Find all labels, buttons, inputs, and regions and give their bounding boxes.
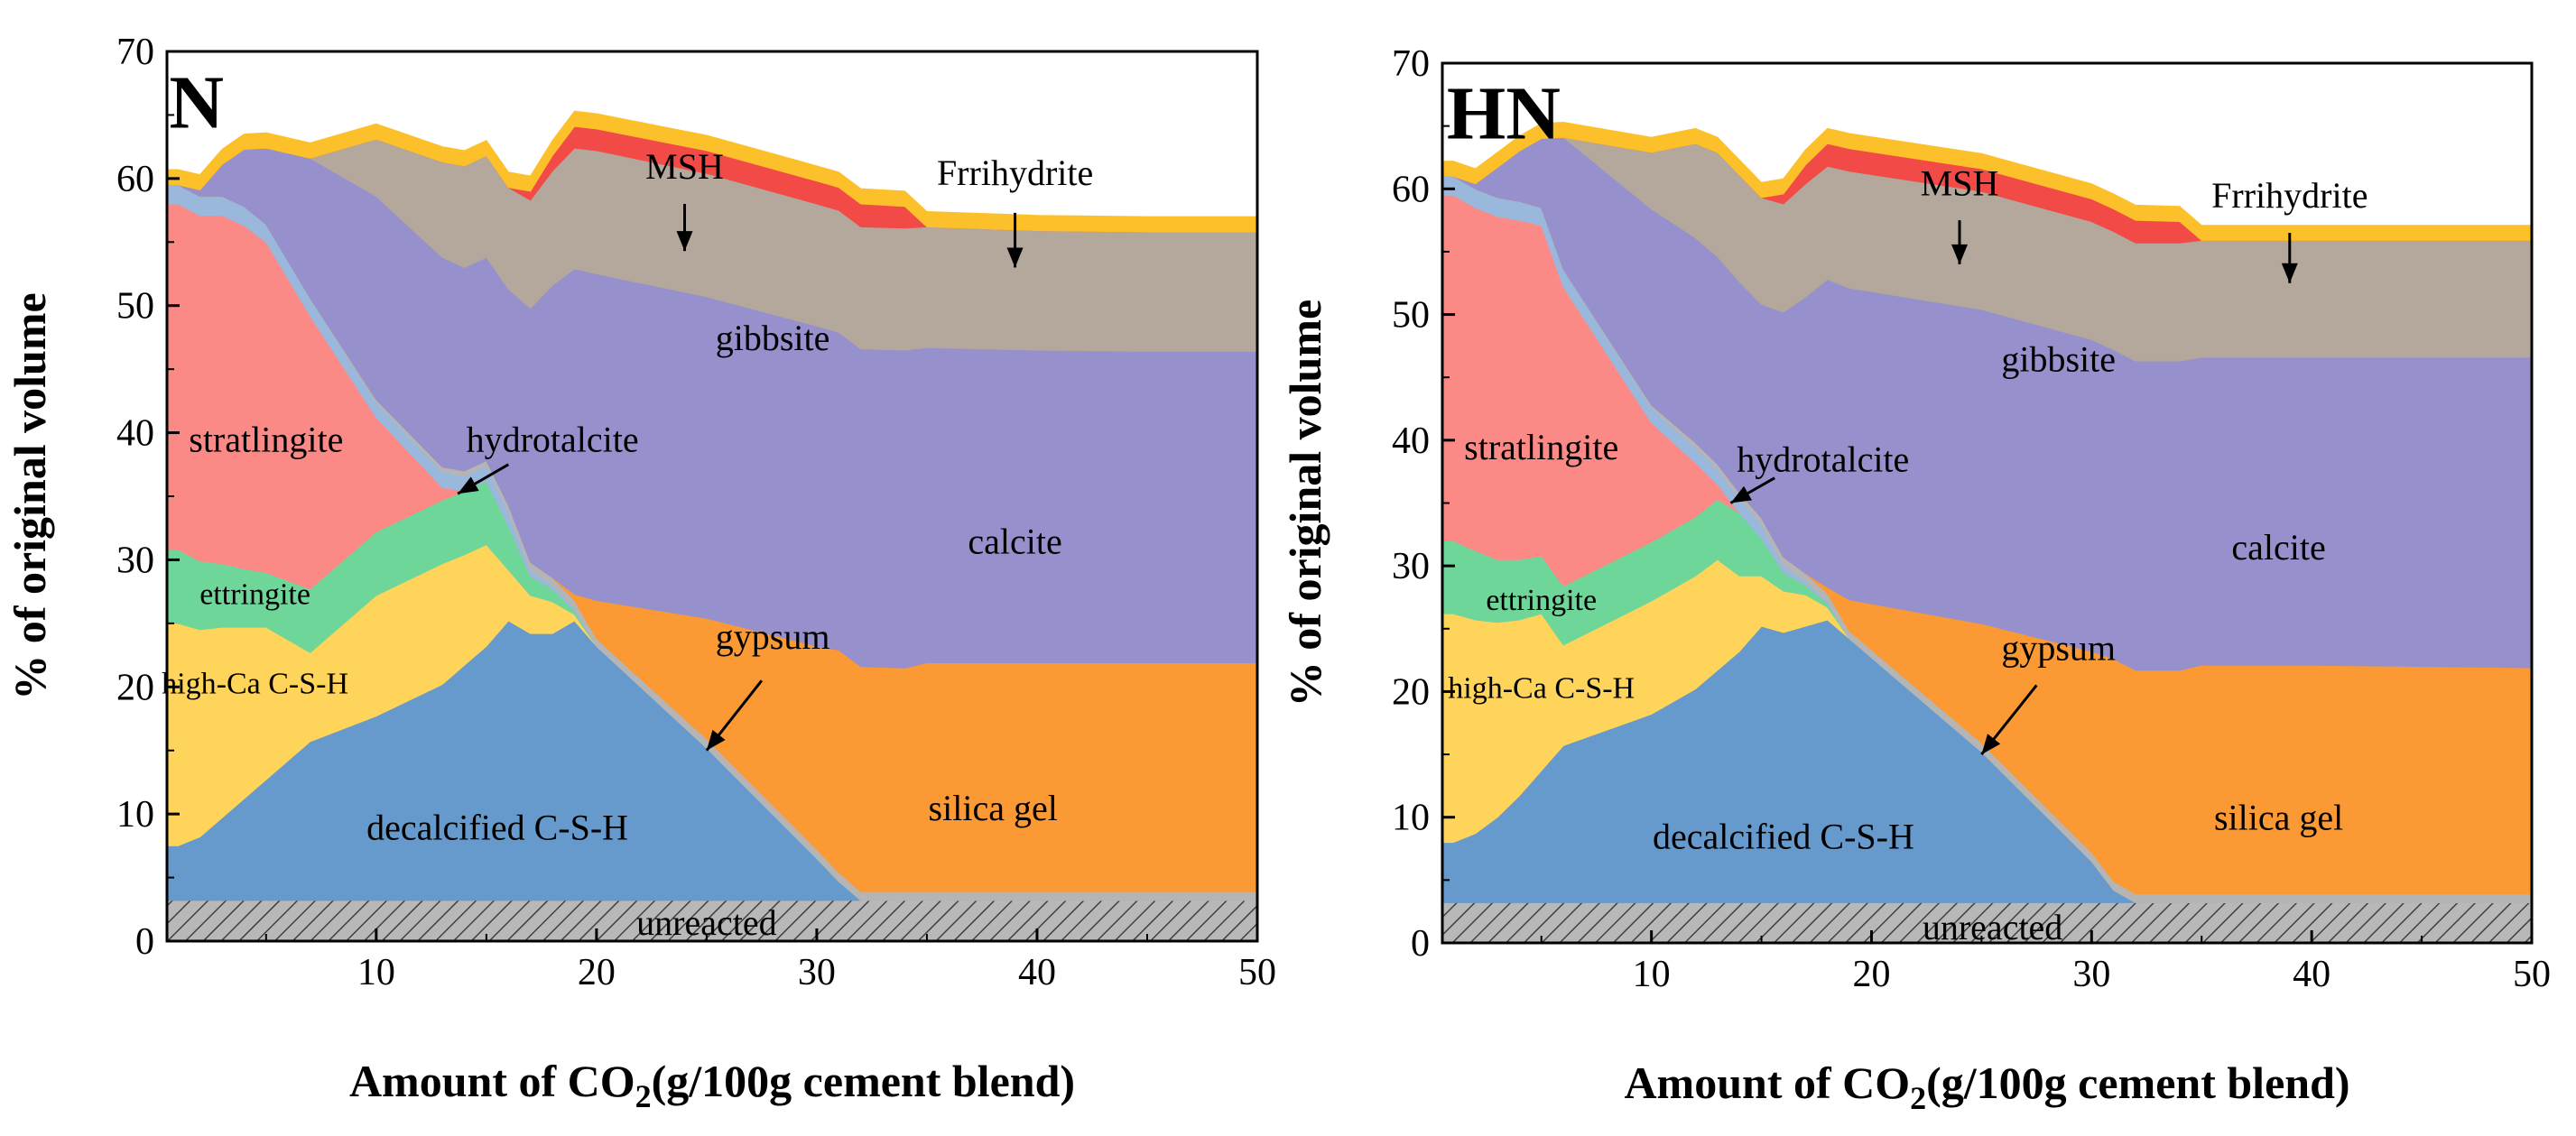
y-axis-label: % of original volume bbox=[1280, 300, 1330, 707]
x-axis-label-subscript: 2 bbox=[1910, 1080, 1926, 1116]
y-tick-label: 10 bbox=[1392, 798, 1430, 839]
x-tick-label: 10 bbox=[1633, 954, 1671, 995]
label-ettringite: ettringite bbox=[199, 578, 310, 612]
label-stratlingite: stratlingite bbox=[189, 420, 343, 460]
y-tick-label: 50 bbox=[1392, 295, 1430, 337]
label-gypsum: gypsum bbox=[2001, 628, 2116, 669]
x-tick-label: 40 bbox=[1018, 952, 1056, 993]
x-tick-label: 20 bbox=[578, 952, 616, 993]
x-axis-label-main: Amount of CO bbox=[349, 1056, 635, 1106]
label-calcite: calcite bbox=[968, 521, 1061, 561]
axes: 0 10 20 30 40 50 60 70 10 20 30 40 50 bbox=[116, 32, 1276, 993]
pointer-arrow bbox=[457, 463, 510, 495]
label-stratlingite: stratlingite bbox=[1464, 427, 1618, 467]
annotations: HN MSH Frrihydrite gibbsite hydrotalcite calc… bbox=[1447, 72, 2368, 947]
x-axis-label-tail: (g/100g cement blend) bbox=[1926, 1057, 2349, 1108]
pointer-arrow bbox=[2281, 233, 2298, 283]
label-frrihydrite: Frrihydrite bbox=[2211, 175, 2368, 216]
pointer-arrow bbox=[1980, 684, 2038, 756]
panel-label: N bbox=[169, 61, 224, 145]
label-hydrotalcite: hydrotalcite bbox=[1737, 439, 1909, 480]
y-axis-label: % of original volume bbox=[5, 292, 55, 699]
label-ettringite: ettringite bbox=[1486, 584, 1597, 617]
y-tick-label: 40 bbox=[1392, 420, 1430, 462]
y-tick-label: 60 bbox=[1392, 169, 1430, 210]
pointer-arrow bbox=[1006, 212, 1024, 268]
label-silica-gel: silica gel bbox=[929, 788, 1058, 828]
chart-panel-n: N MSH Frrihydrite gibbsite hydrotalcite calci… bbox=[5, 32, 1276, 1114]
label-decalcified-c-s-h: decalcified C-S-H bbox=[366, 807, 628, 847]
y-tick-label: 30 bbox=[116, 540, 154, 581]
y-tick-label: 70 bbox=[1392, 43, 1430, 85]
y-tick-label: 0 bbox=[135, 921, 154, 963]
x-axis-label: Amount of CO2(g/100g cement blend) bbox=[1624, 1057, 2349, 1116]
x-tick-label: 10 bbox=[357, 952, 395, 993]
x-tick-label: 20 bbox=[1852, 954, 1890, 995]
label-msh: MSH bbox=[1921, 162, 1999, 203]
x-tick-label: 30 bbox=[2072, 954, 2110, 995]
x-axis-label-tail: (g/100g cement blend) bbox=[652, 1056, 1075, 1106]
label-decalcified-c-s-h: decalcified C-S-H bbox=[1653, 817, 1914, 857]
area-unreacted bbox=[167, 900, 1257, 941]
pointer-arrow bbox=[676, 204, 693, 252]
stacked-areas bbox=[166, 110, 1258, 941]
label-high-ca-c-s-h: high-Ca C-S-H bbox=[1448, 671, 1635, 705]
label-gypsum: gypsum bbox=[716, 616, 830, 657]
y-tick-label: 50 bbox=[116, 286, 154, 328]
pointer-arrow bbox=[1951, 220, 1969, 264]
x-axis-label-subscript: 2 bbox=[635, 1078, 652, 1114]
x-tick-label: 50 bbox=[1238, 952, 1276, 993]
y-tick-label: 30 bbox=[1392, 546, 1430, 587]
label-msh: MSH bbox=[645, 146, 724, 187]
y-tick-label: 70 bbox=[116, 32, 154, 73]
y-tick-label: 60 bbox=[116, 159, 154, 200]
stacked-areas bbox=[1441, 121, 2533, 943]
y-tick-label: 10 bbox=[116, 794, 154, 836]
area-unreacted bbox=[1442, 902, 2532, 943]
pointer-arrow bbox=[1729, 476, 1775, 504]
label-hydrotalcite: hydrotalcite bbox=[467, 420, 639, 460]
label-high-ca-c-s-h: high-Ca C-S-H bbox=[162, 667, 348, 700]
pointer-arrow bbox=[705, 679, 764, 752]
x-tick-label: 30 bbox=[798, 952, 836, 993]
x-axis-label-main: Amount of CO bbox=[1624, 1057, 1910, 1108]
label-silica-gel: silica gel bbox=[2214, 798, 2343, 838]
label-calcite: calcite bbox=[2231, 527, 2325, 568]
chart-panel-hn: HN MSH Frrihydrite gibbsite hydrotalcite calc… bbox=[1280, 43, 2551, 1116]
x-tick-label: 50 bbox=[2513, 954, 2551, 995]
y-tick-label: 20 bbox=[116, 667, 154, 708]
label-unreacted: unreacted bbox=[1923, 907, 2062, 947]
panel-label: HN bbox=[1447, 72, 1561, 156]
label-gibbsite: gibbsite bbox=[2001, 338, 2116, 379]
y-tick-label: 40 bbox=[116, 413, 154, 455]
label-gibbsite: gibbsite bbox=[716, 318, 830, 358]
axes: 0 10 20 30 40 50 60 70 10 20 30 40 50 bbox=[1392, 43, 2551, 995]
x-axis-label: Amount of CO2(g/100g cement blend) bbox=[349, 1056, 1075, 1114]
y-tick-label: 0 bbox=[1411, 923, 1430, 965]
annotations: N MSH Frrihydrite gibbsite hydrotalcite calci… bbox=[162, 61, 1093, 944]
label-frrihydrite: Frrihydrite bbox=[937, 152, 1093, 193]
y-tick-label: 20 bbox=[1392, 671, 1430, 713]
x-tick-label: 40 bbox=[2293, 954, 2330, 995]
